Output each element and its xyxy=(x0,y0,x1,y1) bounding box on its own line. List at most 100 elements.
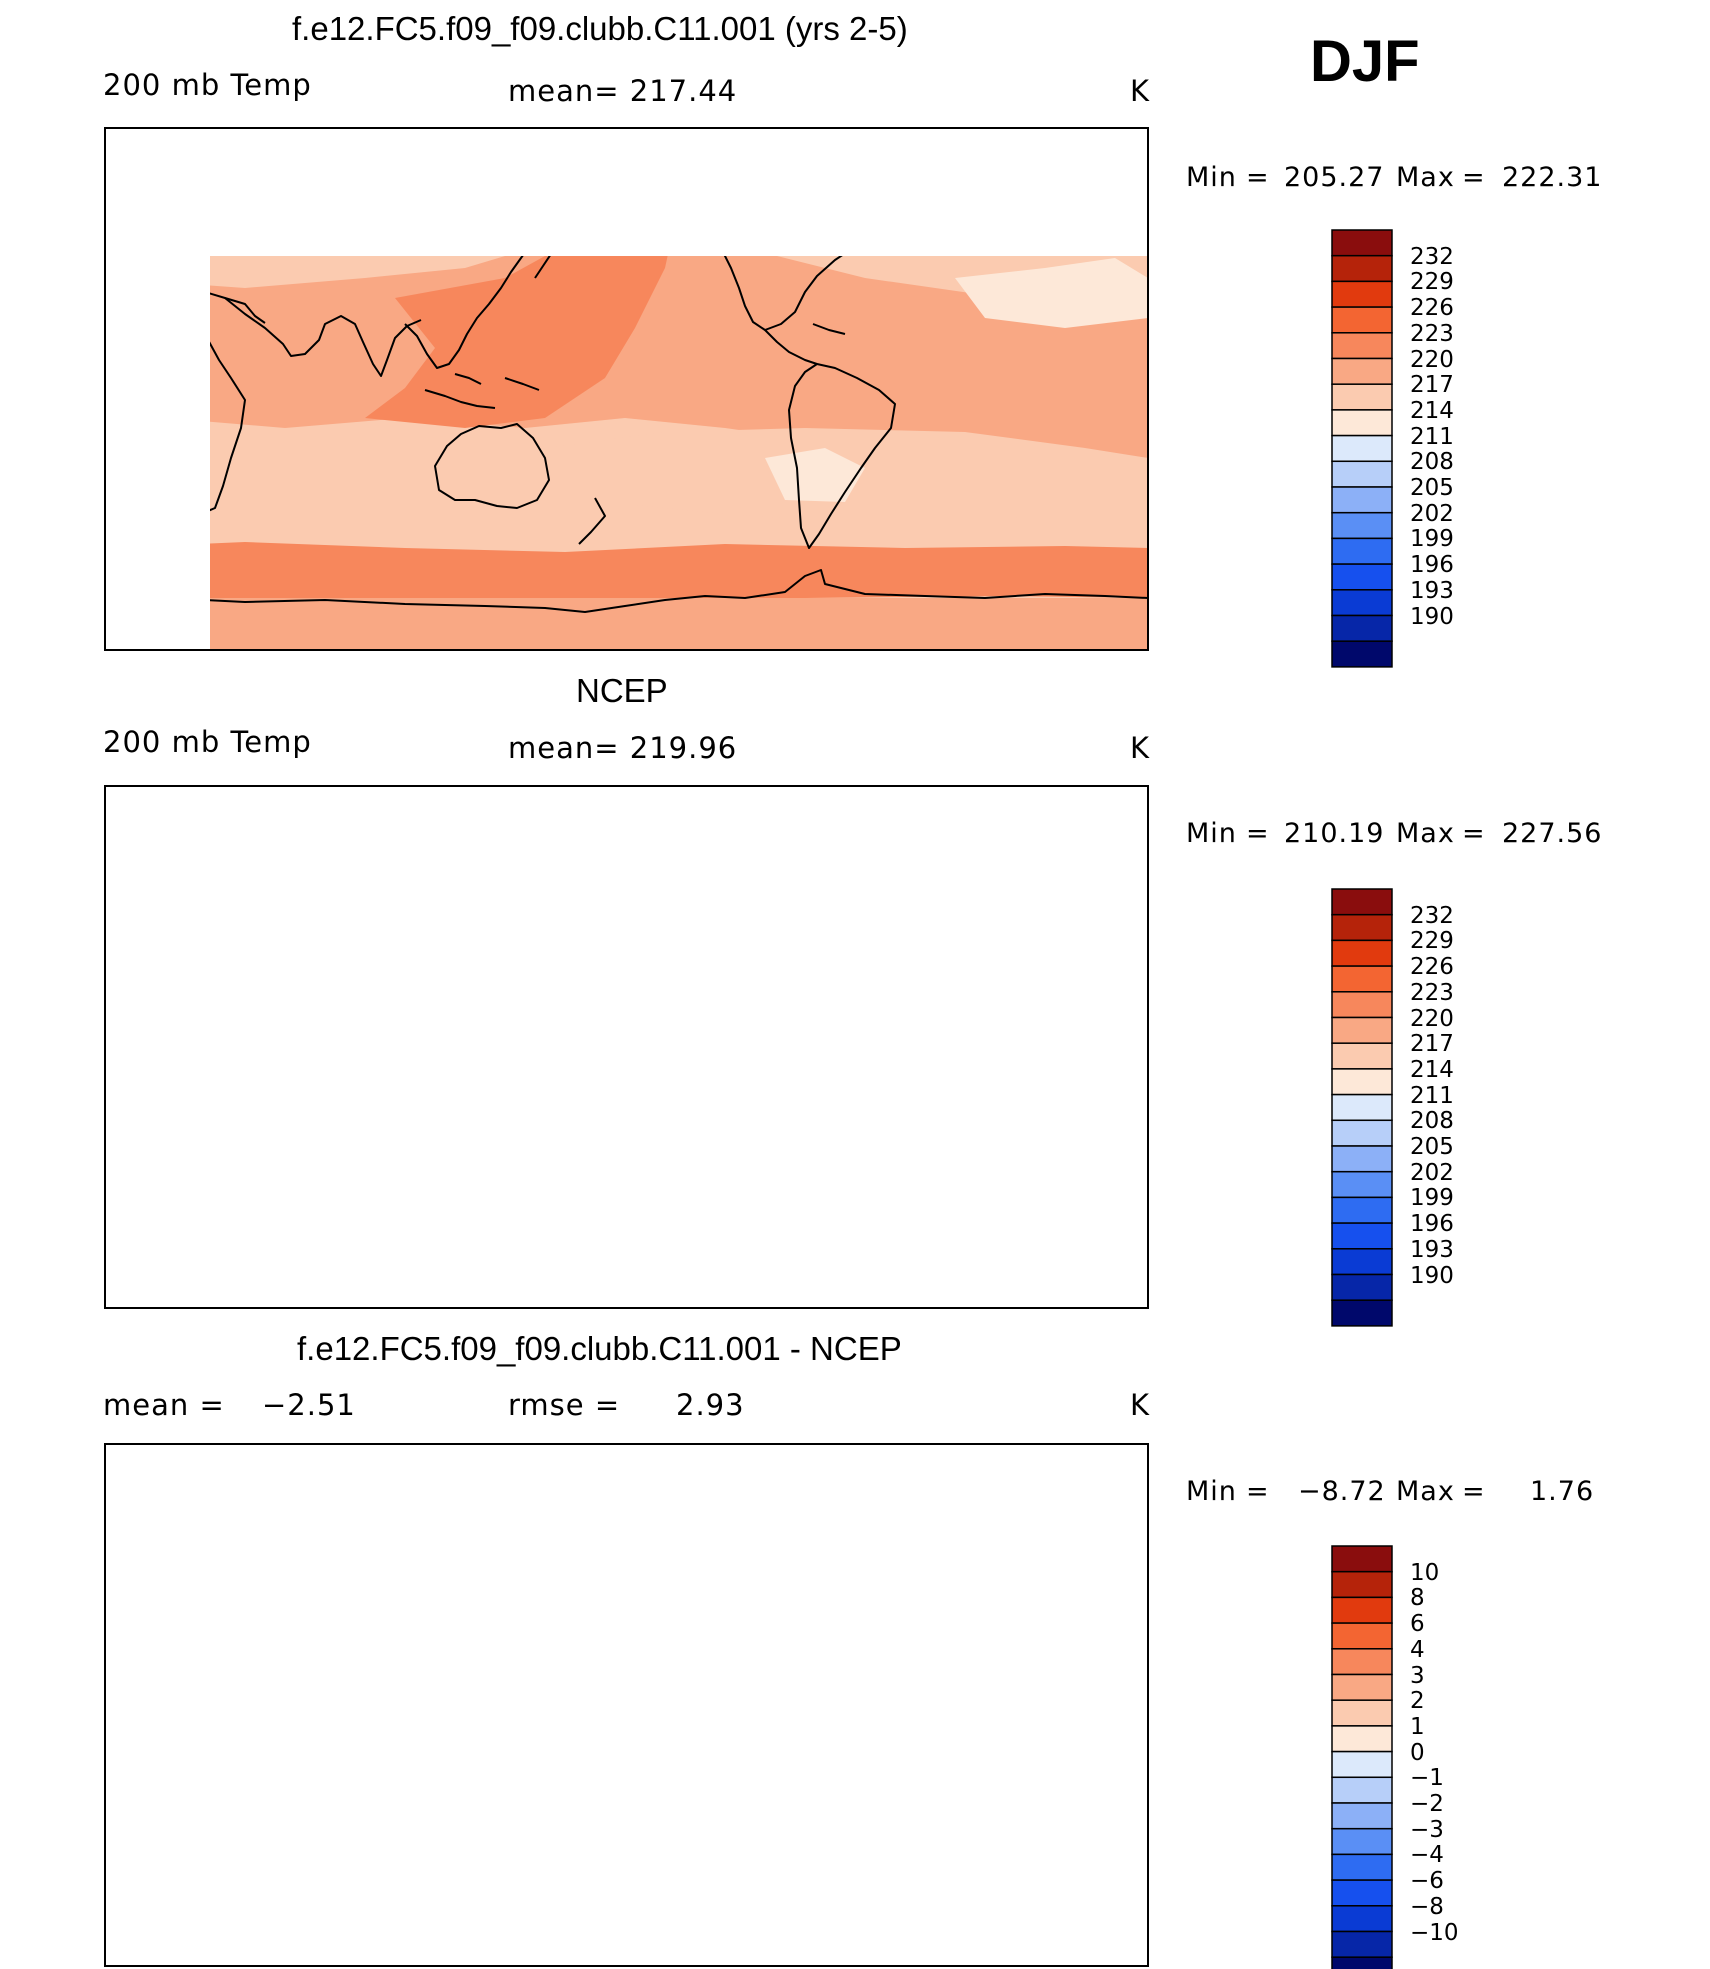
panel3-max-eq: = xyxy=(1462,1476,1486,1507)
panel3-min-value: −8.72 xyxy=(1298,1476,1386,1507)
panel3-max-value: 1.76 xyxy=(1530,1476,1595,1507)
colorbar-segment xyxy=(1331,1673,1393,1701)
colorbar-segment xyxy=(1331,913,1393,942)
colorbar-segment xyxy=(1331,1853,1393,1881)
colorbar-tick-label: 10 xyxy=(1410,1559,1440,1586)
colorbar-tick-label: 3 xyxy=(1410,1662,1425,1689)
panel1-mean-label: mean= 217.44 xyxy=(508,74,738,108)
colorbar-tick-label: 0 xyxy=(1410,1739,1425,1766)
colorbar-segment xyxy=(1331,229,1393,257)
colorbar-segment xyxy=(1331,1273,1393,1301)
colorbar-segment xyxy=(1331,1145,1393,1173)
colorbar-segment xyxy=(1331,1802,1393,1830)
panel2-units: K xyxy=(1130,731,1151,765)
colorbar-segment xyxy=(1331,280,1393,308)
colorbar-tick-label: 196 xyxy=(1410,1211,1454,1238)
panel2-map xyxy=(104,785,1149,1309)
colorbar-segment xyxy=(1331,1119,1393,1147)
panel3-units: K xyxy=(1130,1388,1151,1422)
colorbar-tick-label: 229 xyxy=(1410,928,1454,955)
colorbar-tick-label: 8 xyxy=(1410,1585,1425,1612)
colorbar-tick-label: 223 xyxy=(1410,979,1454,1006)
panel3-mean-label: mean = xyxy=(103,1388,225,1422)
colorbar-segment xyxy=(1331,1648,1393,1676)
colorbar-tick-label: −8 xyxy=(1410,1893,1444,1920)
panel3-max-label: Max xyxy=(1396,1476,1455,1507)
colorbar-tick-label: 226 xyxy=(1410,954,1454,981)
colorbar-segment xyxy=(1331,357,1393,385)
colorbar-segment xyxy=(1331,1596,1393,1624)
colorbar-segment xyxy=(1331,965,1393,993)
colorbar-tick-label: 190 xyxy=(1410,1262,1454,1289)
colorbar-segment xyxy=(1331,511,1393,540)
panel1-colorbar xyxy=(1331,229,1393,668)
colorbar-segment xyxy=(1331,1827,1393,1856)
colorbar-segment xyxy=(1331,1750,1393,1779)
panel2-max-value: 227.56 xyxy=(1502,818,1603,849)
colorbar-segment xyxy=(1331,1930,1393,1958)
colorbar-tick-label: 214 xyxy=(1410,1056,1454,1083)
panel1-max-value: 222.31 xyxy=(1502,162,1603,193)
colorbar-tick-label: 214 xyxy=(1410,397,1454,424)
panel1-min-value: 205.27 xyxy=(1284,162,1385,193)
colorbar-segment xyxy=(1331,1299,1393,1327)
colorbar-segment xyxy=(1331,1879,1393,1907)
panel3-mean-value: −2.51 xyxy=(262,1388,356,1422)
panel3-rmse-value: 2.93 xyxy=(676,1388,745,1422)
colorbar-tick-label: −3 xyxy=(1410,1816,1444,1843)
season-label: DJF xyxy=(1310,29,1420,94)
panel2-min-eq: = xyxy=(1246,818,1270,849)
colorbar-tick-label: 211 xyxy=(1410,423,1454,450)
colorbar-segment xyxy=(1331,1725,1393,1753)
colorbar-tick-label: 193 xyxy=(1410,577,1454,604)
panel2-max-eq: = xyxy=(1462,818,1486,849)
panel3-title: f.e12.FC5.f09_f09.clubb.C11.001 - NCEP xyxy=(297,1330,902,1367)
colorbar-tick-label: 196 xyxy=(1410,552,1454,579)
colorbar-tick-label: 217 xyxy=(1410,1031,1454,1058)
colorbar-segment xyxy=(1331,589,1393,617)
colorbar-segment xyxy=(1331,332,1393,360)
colorbar-segment xyxy=(1331,1222,1393,1250)
colorbar-segment xyxy=(1331,383,1393,411)
colorbar-segment xyxy=(1331,1093,1393,1122)
colorbar-segment xyxy=(1331,1622,1393,1650)
colorbar-segment xyxy=(1331,614,1393,642)
panel1-min-eq: = xyxy=(1246,162,1270,193)
panel1-units: K xyxy=(1130,74,1151,108)
colorbar-segment xyxy=(1331,537,1393,565)
panel1-map xyxy=(104,127,1149,651)
colorbar-tick-label: 190 xyxy=(1410,603,1454,630)
panel2-variable-label: 200 mb Temp xyxy=(103,725,312,759)
colorbar-tick-label: −10 xyxy=(1410,1919,1459,1946)
colorbar-segment xyxy=(1331,1570,1393,1599)
colorbar-tick-label: −4 xyxy=(1410,1842,1444,1869)
panel2-title: NCEP xyxy=(576,672,668,709)
panel3-map xyxy=(104,1443,1149,1967)
panel2-max-label: Max xyxy=(1396,818,1455,849)
colorbar-tick-label: 202 xyxy=(1410,1159,1454,1186)
colorbar-tick-label: 4 xyxy=(1410,1636,1425,1663)
panel2-mean-label: mean= 219.96 xyxy=(508,731,738,765)
colorbar-segment xyxy=(1331,254,1393,283)
panel1-max-label: Max xyxy=(1396,162,1455,193)
colorbar-tick-label: 1 xyxy=(1410,1713,1425,1740)
colorbar-tick-label: 2 xyxy=(1410,1688,1425,1715)
colorbar-segment xyxy=(1331,1905,1393,1933)
colorbar-tick-label: 208 xyxy=(1410,1108,1454,1135)
colorbar-tick-label: −6 xyxy=(1410,1868,1444,1895)
colorbar-segment xyxy=(1331,1196,1393,1224)
panel1-variable-label: 200 mb Temp xyxy=(103,68,312,102)
colorbar-tick-label: 193 xyxy=(1410,1236,1454,1263)
panel1-max-eq: = xyxy=(1462,162,1486,193)
colorbar-tick-label: 220 xyxy=(1410,1005,1454,1032)
colorbar-segment xyxy=(1331,434,1393,463)
colorbar-segment xyxy=(1331,991,1393,1019)
panel2-min-value: 210.19 xyxy=(1284,818,1385,849)
panel3-min-eq: = xyxy=(1246,1476,1270,1507)
panel2-min-label: Min xyxy=(1186,818,1237,849)
colorbar-segment xyxy=(1331,1248,1393,1276)
colorbar-tick-label: −2 xyxy=(1410,1791,1444,1817)
colorbar-tick-label: 6 xyxy=(1410,1611,1425,1638)
panel2-colorbar xyxy=(1331,888,1393,1327)
colorbar-segment xyxy=(1331,1170,1393,1199)
